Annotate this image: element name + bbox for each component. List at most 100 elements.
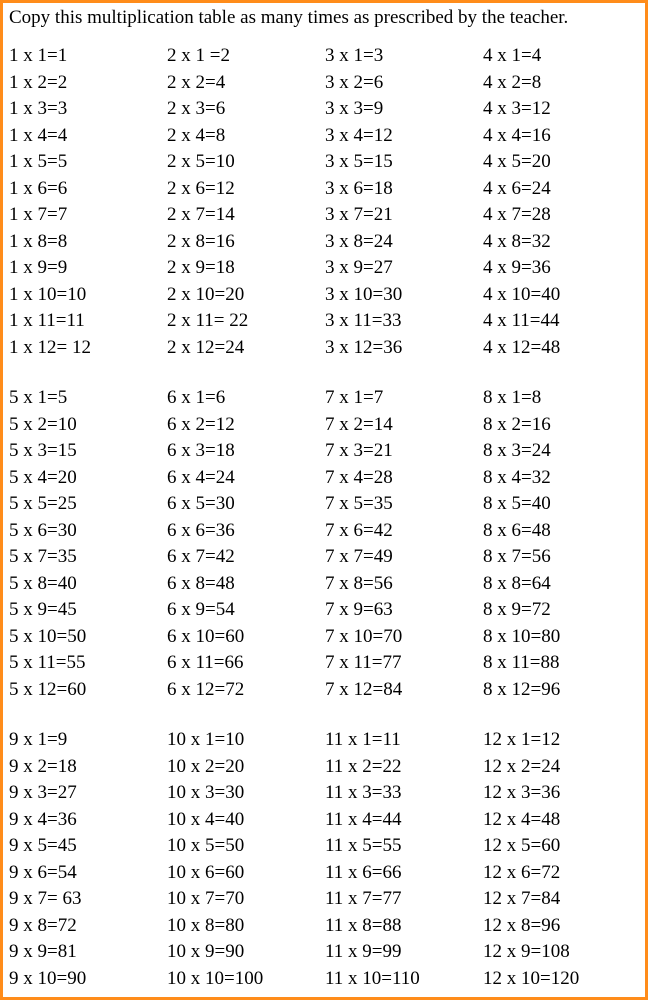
table-row: 2 x 7=14 xyxy=(167,202,325,229)
instruction-text: Copy this multiplication table as many t… xyxy=(3,3,645,29)
table-row: 6 x 11=66 xyxy=(167,650,325,677)
table-row: 5 x 9=45 xyxy=(9,597,167,624)
table-row: 4 x 10=40 xyxy=(483,282,641,309)
table-row: 9 x 8=72 xyxy=(9,913,167,940)
table-row: 3 x 6=18 xyxy=(325,176,483,203)
table-row: 10 x 9=90 xyxy=(167,939,325,966)
table-row: 10 x 7=70 xyxy=(167,886,325,913)
table-row: 11 x 8=88 xyxy=(325,913,483,940)
table-row: 4 x 9=36 xyxy=(483,255,641,282)
table-row: 5 x 7=35 xyxy=(9,544,167,571)
table-row: 3 x 5=15 xyxy=(325,149,483,176)
table-row: 3 x 3=9 xyxy=(325,96,483,123)
table-row: 6 x 8=48 xyxy=(167,571,325,598)
table-row: 12 x 10=120 xyxy=(483,966,641,993)
table-row: 8 x 4=32 xyxy=(483,465,641,492)
table-row: 12 x 9=108 xyxy=(483,939,641,966)
table-row: 11 x 11=121 xyxy=(325,992,483,1000)
table-row: 7 x 2=14 xyxy=(325,412,483,439)
table-row: 4 x 7=28 xyxy=(483,202,641,229)
table-row: 10 x 2=20 xyxy=(167,754,325,781)
table-row: 4 x 12=48 xyxy=(483,335,641,362)
table-column: 3 x 1=33 x 2=63 x 3=93 x 4=123 x 5=153 x… xyxy=(325,43,483,361)
table-row: 10 x 10=100 xyxy=(167,966,325,993)
table-row: 10 x 1=10 xyxy=(167,727,325,754)
table-row: 1 x 10=10 xyxy=(9,282,167,309)
table-row: 6 x 3=18 xyxy=(167,438,325,465)
table-row: 3 x 12=36 xyxy=(325,335,483,362)
table-row: 1 x 1=1 xyxy=(9,43,167,70)
table-row: 8 x 11=88 xyxy=(483,650,641,677)
table-row: 9 x 5=45 xyxy=(9,833,167,860)
table-row: 3 x 8=24 xyxy=(325,229,483,256)
table-row: 5 x 6=30 xyxy=(9,518,167,545)
table-column: 10 x 1=1010 x 2=2010 x 3=3010 x 4=4010 x… xyxy=(167,727,325,1000)
table-row: 6 x 1=6 xyxy=(167,385,325,412)
table-row: 7 x 9=63 xyxy=(325,597,483,624)
table-row: 5 x 11=55 xyxy=(9,650,167,677)
table-block: 1 x 1=11 x 2=21 x 3=31 x 4=41 x 5=51 x 6… xyxy=(9,43,639,361)
table-row: 5 x 1=5 xyxy=(9,385,167,412)
table-row: 7 x 4=28 xyxy=(325,465,483,492)
table-row: 2 x 5=10 xyxy=(167,149,325,176)
table-row: 4 x 1=4 xyxy=(483,43,641,70)
table-column: 9 x 1=99 x 2=189 x 3=279 x 4=369 x 5=459… xyxy=(9,727,167,1000)
table-row: 11 x 4=44 xyxy=(325,807,483,834)
table-row: 1 x 8=8 xyxy=(9,229,167,256)
table-row: 8 x 3=24 xyxy=(483,438,641,465)
table-row: 7 x 3=21 xyxy=(325,438,483,465)
table-row: 2 x 2=4 xyxy=(167,70,325,97)
table-row: 8 x 2=16 xyxy=(483,412,641,439)
table-row: 6 x 4=24 xyxy=(167,465,325,492)
multiplication-tables: 1 x 1=11 x 2=21 x 3=31 x 4=41 x 5=51 x 6… xyxy=(3,29,645,1000)
table-row: 7 x 6=42 xyxy=(325,518,483,545)
table-column: 11 x 1=1111 x 2=2211 x 3=3311 x 4=4411 x… xyxy=(325,727,483,1000)
table-row: 12 x 6=72 xyxy=(483,860,641,887)
table-row: 10 x 3=30 xyxy=(167,780,325,807)
table-row: 6 x 5=30 xyxy=(167,491,325,518)
table-row: 1 x 12= 12 xyxy=(9,335,167,362)
table-row: 6 x 7=42 xyxy=(167,544,325,571)
table-column: 7 x 1=77 x 2=147 x 3=217 x 4=287 x 5=357… xyxy=(325,385,483,703)
table-row: 10 x 8=80 xyxy=(167,913,325,940)
table-row: 11 x 3=33 xyxy=(325,780,483,807)
table-row: 5 x 4=20 xyxy=(9,465,167,492)
table-row: 1 x 4=4 xyxy=(9,123,167,150)
table-row: 7 x 11=77 xyxy=(325,650,483,677)
table-column: 6 x 1=66 x 2=126 x 3=186 x 4=246 x 5=306… xyxy=(167,385,325,703)
table-row: 3 x 1=3 xyxy=(325,43,483,70)
table-row: 8 x 12=96 xyxy=(483,677,641,704)
table-row: 10 x 6=60 xyxy=(167,860,325,887)
table-row: 4 x 2=8 xyxy=(483,70,641,97)
table-row: 1 x 7=7 xyxy=(9,202,167,229)
worksheet-page: Copy this multiplication table as many t… xyxy=(0,0,648,1000)
table-row: 6 x 10=60 xyxy=(167,624,325,651)
table-row: 9 x 2=18 xyxy=(9,754,167,781)
table-row: 9 x 7= 63 xyxy=(9,886,167,913)
table-column: 1 x 1=11 x 2=21 x 3=31 x 4=41 x 5=51 x 6… xyxy=(9,43,167,361)
table-row: 3 x 10=30 xyxy=(325,282,483,309)
table-row: 5 x 2=10 xyxy=(9,412,167,439)
table-row: 6 x 9=54 xyxy=(167,597,325,624)
table-row: 9 x 4=36 xyxy=(9,807,167,834)
table-row: 2 x 3=6 xyxy=(167,96,325,123)
table-row: 2 x 12=24 xyxy=(167,335,325,362)
table-row: 7 x 5=35 xyxy=(325,491,483,518)
table-row: 8 x 9=72 xyxy=(483,597,641,624)
table-row: 9 x 10=90 xyxy=(9,966,167,993)
table-row: 5 x 3=15 xyxy=(9,438,167,465)
table-row: 8 x 8=64 xyxy=(483,571,641,598)
table-row: 1 x 6=6 xyxy=(9,176,167,203)
table-row: 3 x 2=6 xyxy=(325,70,483,97)
table-row: 10 x 11=110 xyxy=(167,992,325,1000)
table-row: 11 x 10=110 xyxy=(325,966,483,993)
table-column: 12 x 1=1212 x 2=2412 x 3=3612 x 4=4812 x… xyxy=(483,727,641,1000)
table-row: 8 x 6=48 xyxy=(483,518,641,545)
table-row: 11 x 5=55 xyxy=(325,833,483,860)
table-row: 4 x 3=12 xyxy=(483,96,641,123)
table-row: 8 x 10=80 xyxy=(483,624,641,651)
table-row: 11 x 1=11 xyxy=(325,727,483,754)
table-block: 9 x 1=99 x 2=189 x 3=279 x 4=369 x 5=459… xyxy=(9,727,639,1000)
table-row: 1 x 2=2 xyxy=(9,70,167,97)
table-row: 3 x 4=12 xyxy=(325,123,483,150)
